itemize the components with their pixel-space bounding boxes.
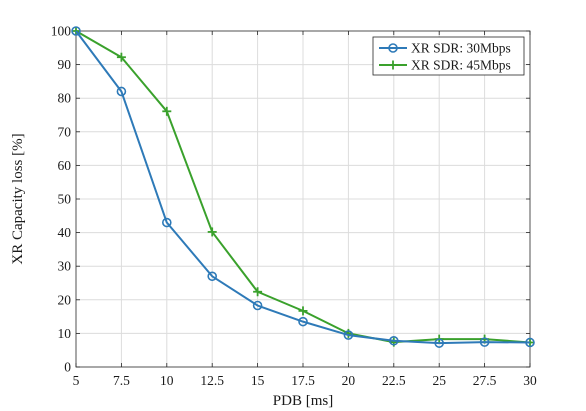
data-point xyxy=(298,316,308,327)
y-tick-label: 90 xyxy=(58,57,72,72)
data-point xyxy=(479,337,490,347)
legend-box xyxy=(372,36,525,76)
legend-item: XR SDR: 45Mbps xyxy=(379,58,511,73)
y-tick-label: 60 xyxy=(58,158,72,173)
data-point xyxy=(116,52,126,62)
data-point xyxy=(71,26,81,36)
data-point xyxy=(388,335,399,346)
y-tick-label: 100 xyxy=(51,24,72,39)
x-tick-label: 5 xyxy=(73,373,80,388)
data-point xyxy=(252,300,263,311)
data-point xyxy=(298,306,308,316)
y-tick-label: 50 xyxy=(58,192,72,207)
y-tick-label: 40 xyxy=(58,225,72,240)
y-tick-label: 0 xyxy=(64,360,71,375)
data-point xyxy=(207,271,217,282)
y-tick-label: 80 xyxy=(58,91,72,106)
x-tick-label: 25 xyxy=(432,373,446,388)
x-tick-label: 22.5 xyxy=(382,373,406,388)
x-tick-label: 17.5 xyxy=(291,373,315,388)
data-point xyxy=(207,227,217,237)
legend-label: XR SDR: 30Mbps xyxy=(411,41,511,56)
data-point xyxy=(343,330,354,340)
data-point xyxy=(434,338,445,348)
data-point xyxy=(253,287,263,297)
series-circle xyxy=(71,26,535,348)
y-tick-label: 10 xyxy=(58,326,72,341)
x-axis-label: PDB [ms] xyxy=(273,393,333,409)
y-tick-label: 30 xyxy=(58,259,72,274)
data-point xyxy=(525,337,535,348)
x-tick-label: 12.5 xyxy=(200,373,224,388)
series-group xyxy=(71,26,535,348)
x-tick-label: 27.5 xyxy=(473,373,497,388)
x-tick-label: 7.5 xyxy=(113,373,130,388)
legend-label: XR SDR: 45Mbps xyxy=(411,58,511,73)
series-plus xyxy=(71,26,535,347)
legend: XR SDR: 30Mbps XR SDR: 45Mbps xyxy=(372,36,525,76)
series-line xyxy=(75,30,531,345)
legend-item: XR SDR: 30Mbps xyxy=(379,41,511,56)
x-tick-label: 30 xyxy=(523,373,537,388)
x-tick-label: 15 xyxy=(251,373,265,388)
y-tick-label: 70 xyxy=(58,124,72,139)
grid xyxy=(76,31,530,367)
legend-marker xyxy=(388,43,398,53)
data-point xyxy=(162,106,172,116)
x-axis-ticks: 5 7.5 10 12.5 15 17.5 20 22.5 25 27.5 30 xyxy=(73,31,537,388)
y-axis-ticks: 0 10 20 30 40 50 60 70 80 90 100 xyxy=(51,24,530,375)
data-point xyxy=(162,217,172,228)
x-tick-label: 10 xyxy=(160,373,174,388)
y-axis-label: XR Capacity loss [%] xyxy=(10,133,26,264)
x-tick-label: 20 xyxy=(342,373,356,388)
data-point xyxy=(116,86,127,97)
y-tick-label: 20 xyxy=(58,292,72,307)
